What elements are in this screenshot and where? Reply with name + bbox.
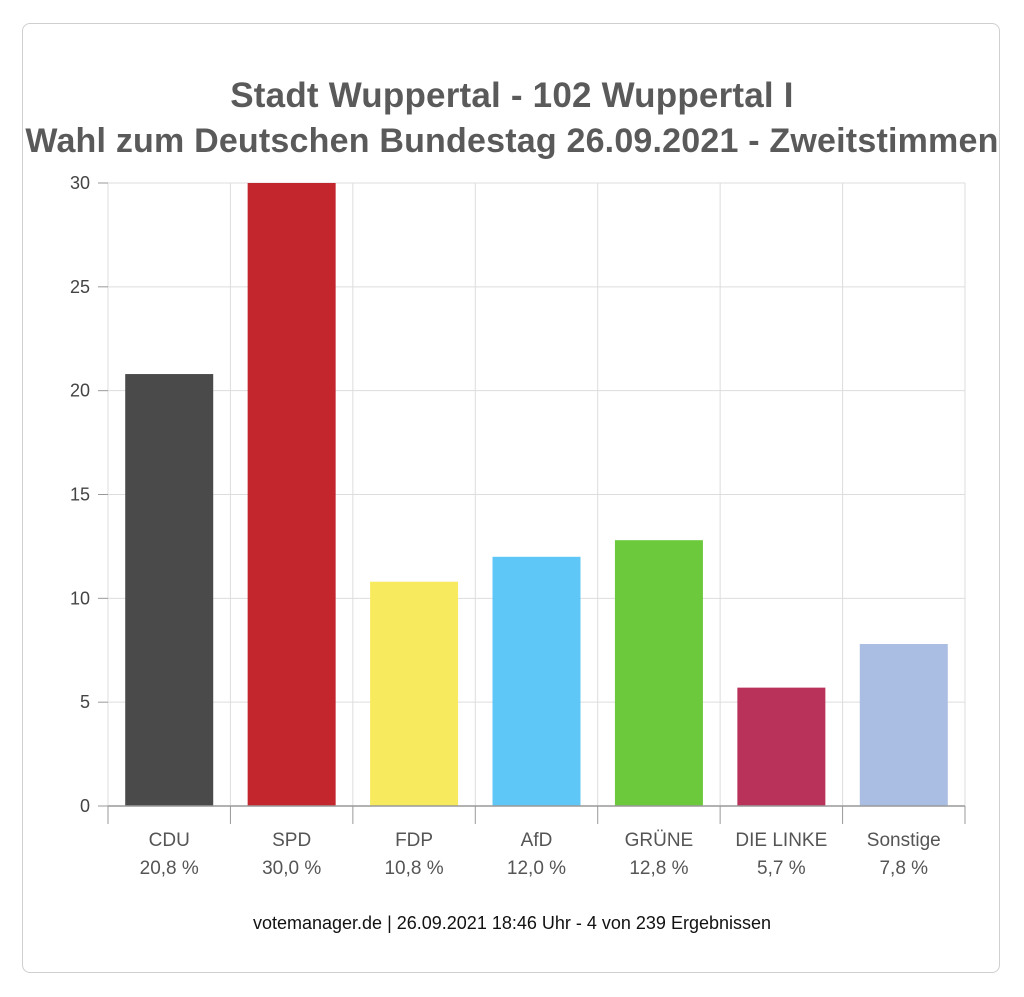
category-label: Sonstige xyxy=(867,830,941,851)
y-tick-label: 20 xyxy=(70,381,90,401)
value-label: 30,0 % xyxy=(262,858,321,879)
category-label: DIE LINKE xyxy=(735,830,827,851)
category-label: SPD xyxy=(272,830,311,851)
y-tick-label: 5 xyxy=(80,692,90,712)
bar-afd xyxy=(492,556,581,806)
y-axis-ticks: 0 5 10 15 20 25 30 xyxy=(70,173,108,816)
bar-cdu xyxy=(125,374,214,806)
value-label: 10,8 % xyxy=(384,858,443,879)
y-tick-label: 10 xyxy=(70,588,90,608)
bars xyxy=(125,183,948,806)
x-axis-labels: CDU 20,8 % SPD 30,0 % FDP 10,8 % AfD 12,0 % GRÜN… xyxy=(140,830,941,879)
y-tick-label: 30 xyxy=(70,173,90,193)
category-label: CDU xyxy=(149,830,190,851)
axes xyxy=(107,805,966,824)
category-label: GRÜNE xyxy=(625,830,694,851)
chart-title: Stadt Wuppertal - 102 Wuppertal I xyxy=(230,76,794,115)
bar-fdp xyxy=(370,581,459,806)
value-label: 12,8 % xyxy=(629,858,688,879)
chart-subtitle: Wahl zum Deutschen Bundestag 26.09.2021 … xyxy=(25,122,999,160)
bar-sonstige xyxy=(859,644,948,806)
y-tick-label: 0 xyxy=(80,796,90,816)
value-label: 20,8 % xyxy=(140,858,199,879)
value-label: 12,0 % xyxy=(507,858,566,879)
bar-spd xyxy=(247,183,336,806)
y-tick-label: 25 xyxy=(70,277,90,297)
y-tick-label: 15 xyxy=(70,485,90,505)
category-label: FDP xyxy=(395,830,433,851)
source-footer: votemanager.de | 26.09.2021 18:46 Uhr - … xyxy=(252,913,772,933)
category-label: AfD xyxy=(521,830,553,851)
value-label: 7,8 % xyxy=(879,858,928,879)
value-label: 5,7 % xyxy=(757,858,806,879)
bar-grüne xyxy=(614,540,703,806)
bar-die-linke xyxy=(737,687,826,806)
